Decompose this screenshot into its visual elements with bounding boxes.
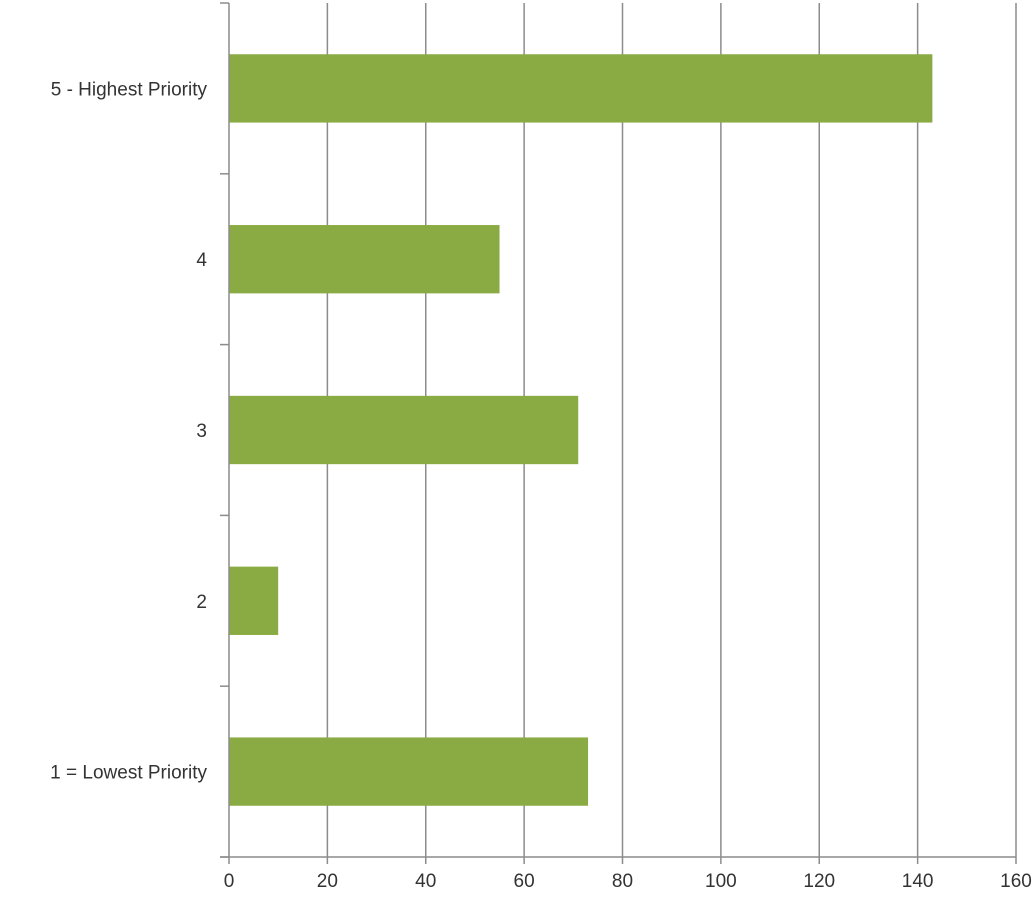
x-tick-label: 80 — [612, 871, 633, 892]
x-tick-labels: 0 20 40 60 80 100 120 140 160 — [224, 871, 1032, 892]
x-tick-label: 20 — [317, 871, 338, 892]
x-tick-label: 0 — [224, 871, 235, 892]
x-tick-label: 120 — [803, 871, 835, 892]
category-labels: 5 - Highest Priority 4 3 2 1 = Lowest Priori… — [50, 79, 207, 783]
category-label: 2 — [196, 592, 207, 613]
bar — [229, 225, 500, 293]
x-tick-label: 160 — [1000, 871, 1032, 892]
x-tick-label: 40 — [415, 871, 436, 892]
x-tick-label: 140 — [902, 871, 934, 892]
x-tick-label: 60 — [514, 871, 535, 892]
category-label: 1 = Lowest Priority — [50, 763, 207, 784]
bar — [229, 737, 588, 805]
category-label: 5 - Highest Priority — [51, 79, 208, 100]
x-tick-label: 100 — [705, 871, 737, 892]
category-label: 4 — [196, 250, 207, 271]
bar — [229, 567, 278, 635]
bars — [229, 54, 932, 806]
category-label: 3 — [196, 421, 207, 442]
bar — [229, 396, 578, 464]
bar — [229, 54, 932, 122]
